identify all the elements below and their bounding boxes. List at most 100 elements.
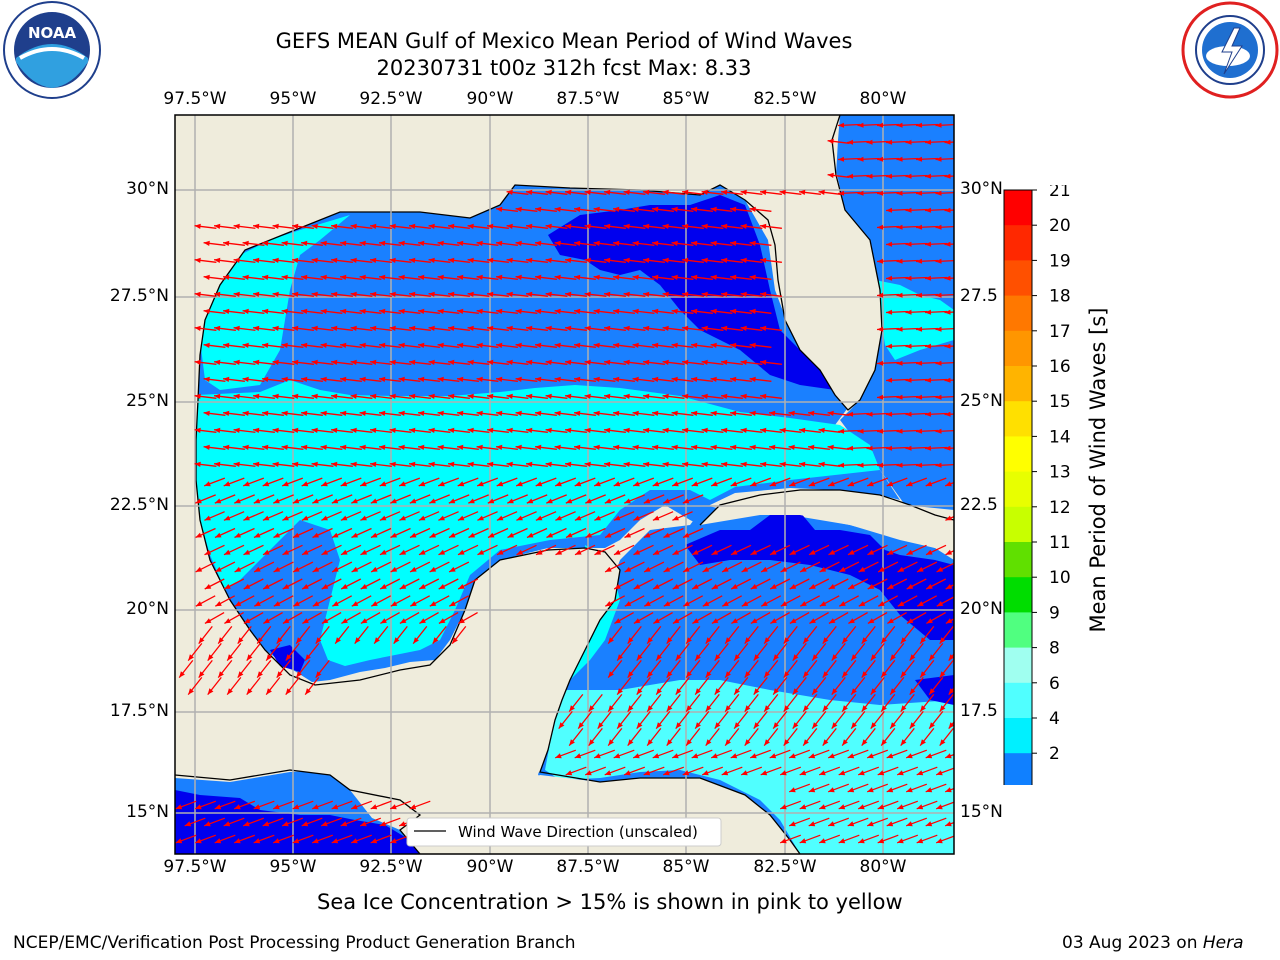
wave-arrow-head: [604, 770, 612, 776]
wave-arrow-head: [935, 326, 942, 332]
wave-arrow-head: [705, 739, 712, 746]
wave-arrow-head: [458, 584, 465, 589]
wave-arrow-head: [671, 206, 678, 212]
wave-arrow-head: [266, 688, 272, 695]
wave-arrow-head: [925, 241, 932, 247]
wave-arrow-head: [948, 688, 954, 695]
wave-arrow-head: [554, 376, 561, 382]
wave-arrow-head: [652, 240, 659, 246]
wave-arrow-head: [896, 122, 903, 128]
lon-label-top: 95°W: [269, 89, 317, 109]
wave-arrow-head: [671, 410, 678, 416]
wave-arrow-head: [233, 461, 240, 467]
wave-arrow-head: [647, 705, 653, 712]
wave-arrow-head: [545, 325, 552, 331]
lat-label-left: 25°N: [126, 391, 169, 411]
wave-arrow-head: [613, 308, 620, 314]
wave-arrow-head: [741, 770, 748, 776]
wave-arrow-head: [457, 515, 465, 521]
wave-arrow-head: [399, 821, 406, 827]
wave-arrow-head: [710, 444, 717, 450]
wave-arrow-head: [214, 257, 221, 263]
wave-arrow-head: [496, 515, 504, 521]
wave-arrow-head: [760, 291, 767, 297]
wave-arrow-head: [496, 274, 503, 280]
colorbar-segment: [1004, 718, 1032, 754]
wave-arrow-head: [705, 671, 712, 678]
wave-arrow-head: [379, 481, 387, 487]
wave-arrow-head: [419, 549, 426, 555]
wave-arrow-head: [789, 549, 797, 555]
lat-label-right: 20°N: [960, 599, 1003, 619]
wave-arrow-head: [682, 325, 689, 331]
wave-arrow-head: [731, 584, 738, 589]
wave-arrow-head: [380, 584, 387, 589]
wave-arrow-head: [632, 206, 639, 212]
wave-arrow-head: [242, 240, 249, 246]
wave-arrow-head: [263, 618, 270, 624]
wave-arrow-head: [535, 274, 542, 280]
wave-arrow-head: [487, 291, 494, 297]
wave-arrow-head: [905, 445, 912, 451]
wave-arrow-head: [214, 838, 222, 844]
wave-arrow-head: [311, 461, 318, 467]
wave-arrow-head: [935, 258, 942, 264]
wave-arrow-head: [867, 753, 874, 759]
wave-arrow-head: [418, 515, 426, 521]
wave-arrow-head: [867, 787, 874, 793]
wave-arrow-head: [175, 838, 183, 844]
wave-arrow-head: [535, 376, 542, 382]
wave-arrow-head: [851, 688, 857, 695]
wave-arrow-head: [608, 739, 614, 746]
lon-label-top: 82.5°W: [753, 89, 817, 109]
wave-arrow-head: [827, 172, 834, 178]
wave-arrow-head: [409, 291, 416, 297]
wave-arrow-head: [350, 359, 357, 365]
wave-arrow-head: [686, 671, 692, 678]
wave-arrow-head: [350, 257, 357, 263]
wave-arrow-head: [624, 566, 632, 572]
wave-arrow-head: [842, 705, 848, 712]
wave-arrow-head: [194, 257, 201, 263]
wave-arrow-head: [828, 481, 835, 487]
wave-arrow-head: [780, 601, 788, 607]
wave-arrow-head: [496, 342, 503, 348]
lon-label-bottom: 82.5°W: [753, 857, 817, 877]
wave-arrow-head: [281, 342, 288, 348]
wave-arrow-head: [878, 601, 885, 607]
wave-arrow-head: [632, 342, 639, 348]
wave-arrow-head: [671, 444, 678, 450]
colorbar-tick-label: 2: [1049, 744, 1060, 764]
wave-arrow-head: [438, 584, 446, 589]
colorbar-segment: [1004, 225, 1032, 261]
wave-arrow-head: [886, 377, 893, 383]
wave-arrow-head: [272, 359, 279, 365]
wave-arrow-head: [905, 139, 912, 145]
wave-arrow-head: [457, 342, 464, 348]
wave-arrow-head: [370, 223, 377, 229]
wave-arrow-head: [662, 427, 669, 433]
wave-arrow-head: [477, 481, 484, 487]
wave-arrow-head: [711, 584, 719, 589]
wave-arrow-head: [877, 326, 884, 332]
wave-arrow-head: [710, 274, 717, 280]
wave-arrow-head: [207, 654, 214, 661]
wave-arrow-head: [554, 274, 561, 280]
wave-arrow-head: [896, 156, 903, 162]
wave-arrow-head: [604, 461, 611, 467]
wave-arrow-head: [350, 291, 357, 297]
wave-arrow-head: [721, 291, 728, 297]
wave-arrow-head: [593, 240, 600, 246]
colorbar-tick-label: 10: [1049, 568, 1071, 588]
wave-arrow-head: [506, 189, 513, 195]
wave-arrow-head: [359, 342, 366, 348]
wave-arrow-head: [692, 584, 699, 589]
wave-arrow-head: [604, 189, 611, 195]
wave-arrow-head: [623, 223, 630, 229]
wave-arrow-head: [945, 549, 953, 555]
wave-arrow-head: [803, 739, 809, 746]
wave-arrow-head: [350, 325, 357, 331]
wave-arrow-head: [285, 654, 292, 661]
wave-arrow-head: [370, 498, 378, 504]
wave-arrow-head: [705, 637, 712, 644]
